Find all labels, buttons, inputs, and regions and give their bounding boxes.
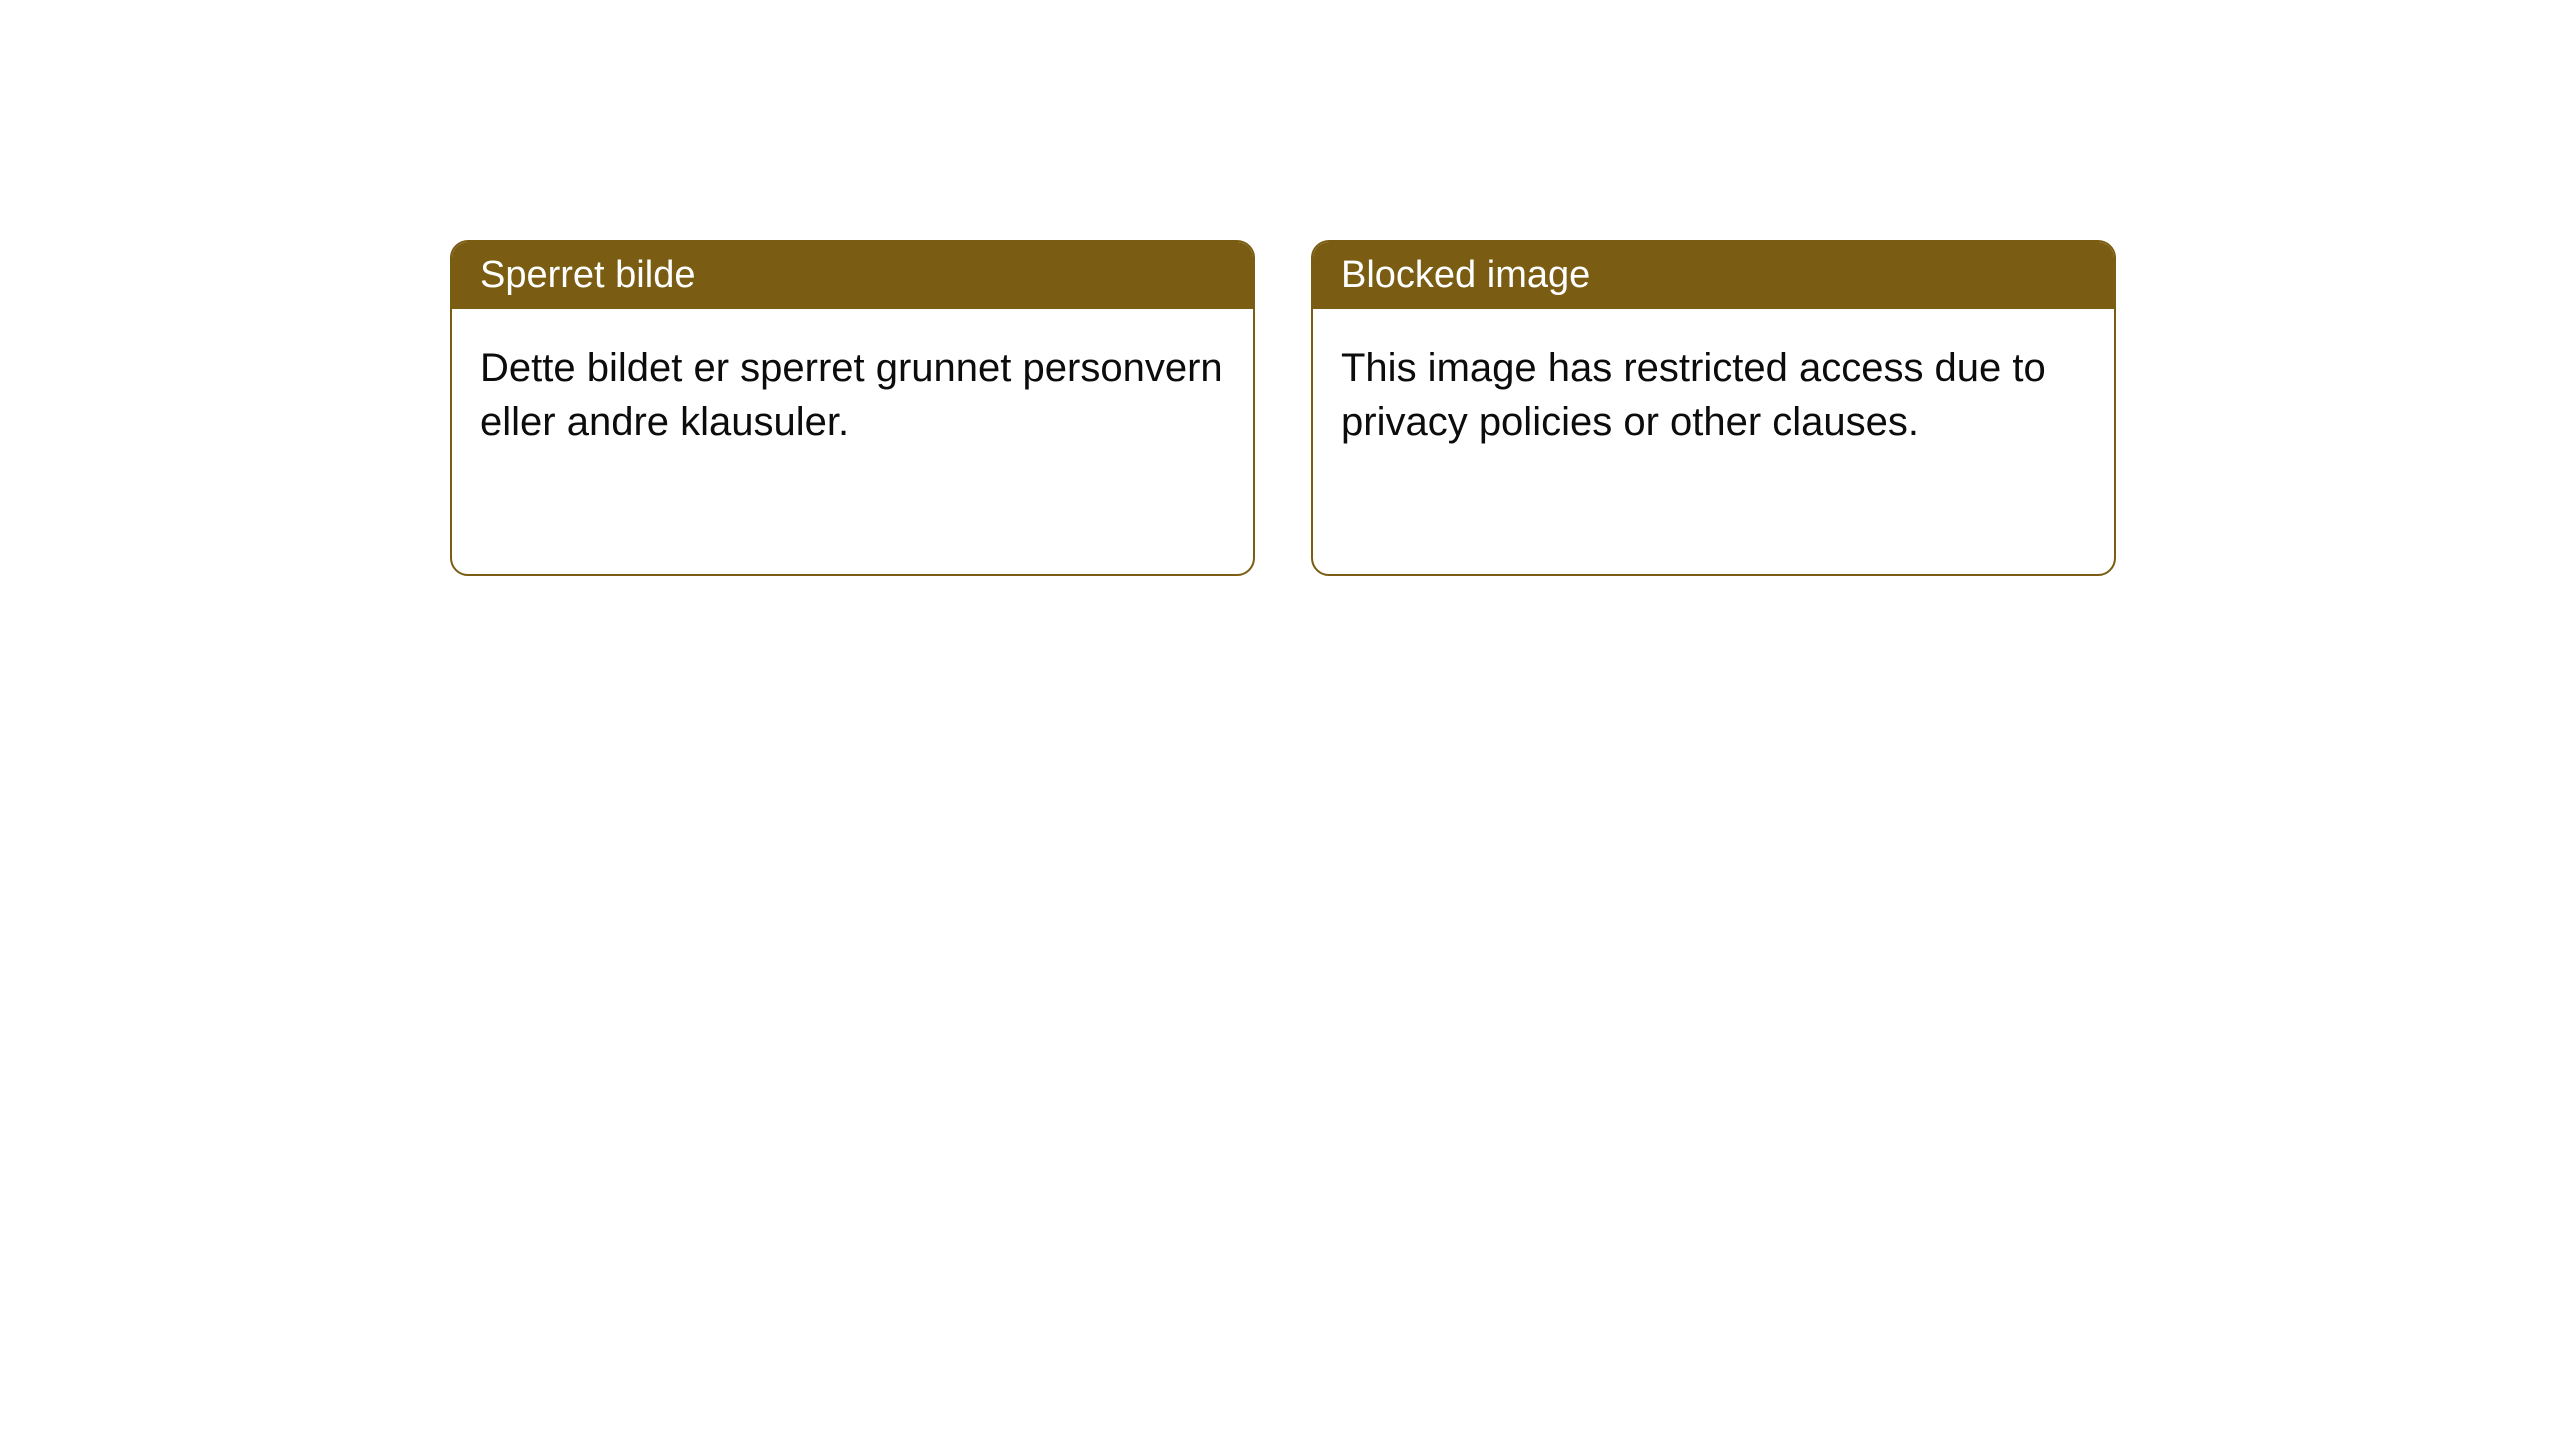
card-body-no: Dette bildet er sperret grunnet personve… (452, 309, 1253, 481)
card-body-en: This image has restricted access due to … (1313, 309, 2114, 481)
blocked-image-card-no: Sperret bilde Dette bildet er sperret gr… (450, 240, 1255, 576)
card-header-no: Sperret bilde (452, 242, 1253, 309)
blocked-image-card-en: Blocked image This image has restricted … (1311, 240, 2116, 576)
blocked-image-cards: Sperret bilde Dette bildet er sperret gr… (450, 240, 2116, 576)
card-header-en: Blocked image (1313, 242, 2114, 309)
